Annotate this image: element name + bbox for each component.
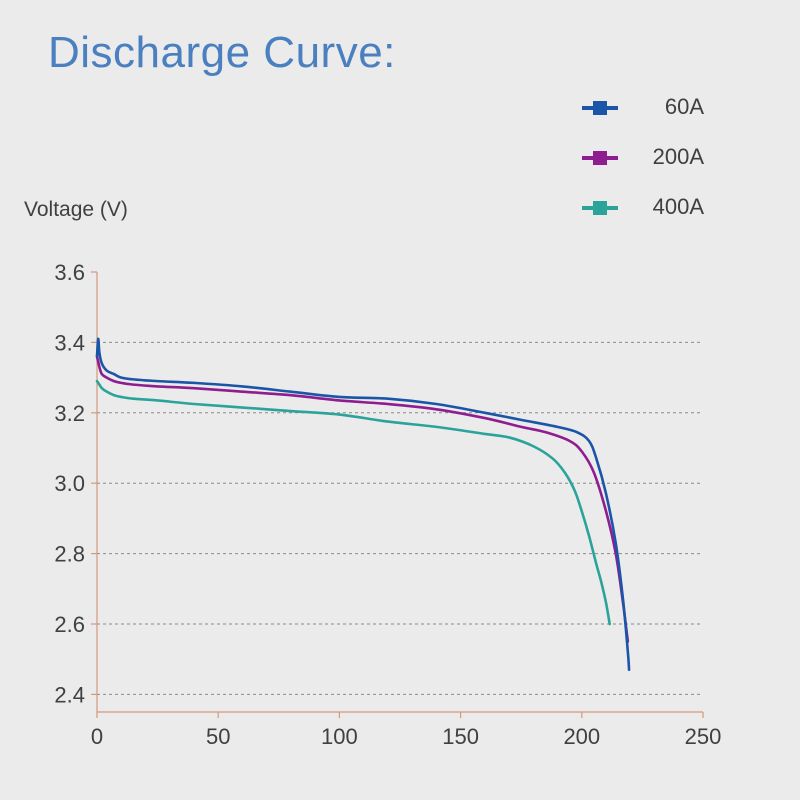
x-tick-label-150: 150: [442, 724, 479, 749]
x-tick-label-50: 50: [206, 724, 230, 749]
series-line-400a: [95, 379, 611, 626]
series-line-200a: [95, 355, 630, 643]
legend-swatch-400a: [582, 201, 618, 215]
y-tick-label-2.6: 2.6: [54, 612, 85, 637]
x-tick-label-200: 200: [563, 724, 600, 749]
y-tick-label-2.8: 2.8: [54, 542, 85, 567]
y-tick-label-2.4: 2.4: [54, 682, 85, 707]
legend-item-400a: 400A: [582, 192, 722, 242]
legend-label-200a: 200A: [652, 144, 704, 169]
y-tick-label-3.2: 3.2: [54, 401, 85, 426]
legend-item-60a: 60A: [582, 92, 722, 142]
axes: [91, 271, 704, 718]
chart-title: Discharge Curve:: [48, 28, 396, 77]
x-tick-label-0: 0: [91, 724, 103, 749]
legend-swatch-60a: [582, 101, 618, 115]
legend-label-60a: 60A: [664, 94, 704, 119]
x-tick-label-250: 250: [685, 724, 722, 749]
y-tick-label-3.6: 3.6: [54, 260, 85, 285]
tick-labels: 2.4 2.6 2.8 3.0 3.2 3.4 3.6 0 50 100 150 200 250: [54, 260, 721, 749]
legend-label-400a: 400A: [652, 194, 704, 219]
gridlines: [97, 341, 703, 695]
y-axis-label: Voltage (V): [24, 198, 128, 221]
y-tick-label-3.0: 3.0: [54, 471, 85, 496]
series-lines: [95, 337, 631, 672]
series-line-60a: [95, 337, 631, 672]
legend: 60A 200A 400A: [582, 92, 722, 242]
legend-item-200a: 200A: [582, 142, 722, 192]
legend-swatch-200a: [582, 151, 618, 165]
x-tick-label-100: 100: [321, 724, 358, 749]
y-tick-label-3.4: 3.4: [54, 330, 85, 355]
